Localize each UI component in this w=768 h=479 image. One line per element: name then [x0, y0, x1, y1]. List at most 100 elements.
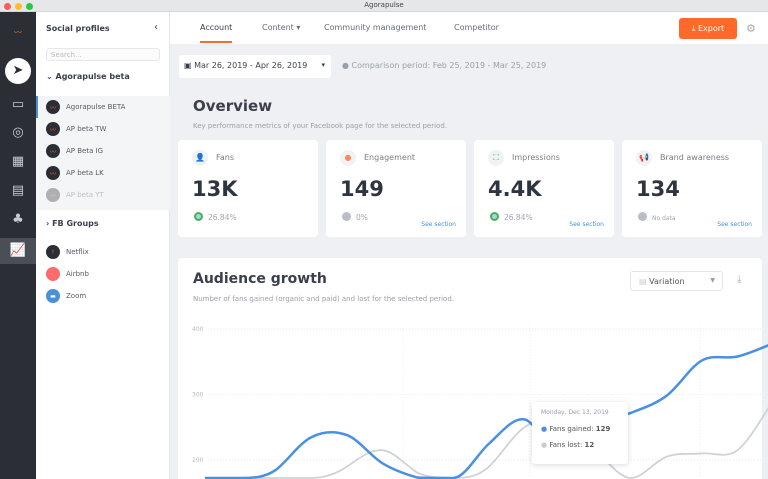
sidebar-title: Social profiles — [46, 24, 110, 33]
publish-icon[interactable]: ➤ — [5, 58, 31, 84]
window-title: Agorapulse — [364, 1, 404, 9]
profile-item[interactable]: 〰 AP Beta IG — [46, 142, 103, 160]
delta-value: No data — [652, 215, 676, 222]
collapse-sidebar-icon[interactable]: ‹ — [154, 22, 158, 33]
group-item-label: Netflix — [66, 248, 89, 256]
impressions-icon: ⛶ — [488, 150, 504, 166]
view-select[interactable]: ▤ Variation ▼ — [630, 271, 723, 291]
export-button[interactable]: ⤓ Export — [679, 18, 737, 39]
group-item[interactable]: ▬ Zoom — [46, 287, 86, 305]
gear-icon[interactable]: ⚙ — [746, 22, 756, 35]
chevron-down-icon: ▼ — [710, 277, 715, 284]
audience-growth-card — [178, 258, 762, 479]
avatar: 〰 — [46, 144, 60, 158]
calendar-icon: ▣ — [184, 61, 195, 70]
see-section-link[interactable]: See section — [569, 221, 604, 228]
tab-competitor[interactable]: Competitor — [454, 23, 499, 32]
profiles-sidebar: Social profiles ‹ Search... ⌄ Agorapulse… — [36, 12, 170, 479]
card-label: Brand awareness — [660, 153, 730, 162]
date-range-value: Mar 26, 2019 - Apr 26, 2019 — [194, 61, 308, 70]
tab-content[interactable]: Content ▾ — [262, 23, 301, 32]
fans-lost-line — [205, 407, 768, 479]
info-icon: ● — [342, 61, 352, 70]
tab-community-management[interactable]: Community management — [324, 23, 427, 32]
active-indicator — [36, 96, 38, 118]
export-label: Export — [697, 24, 725, 33]
profile-label: Agorapulse BETA — [66, 103, 126, 111]
y-tick-label: 400 — [192, 326, 204, 333]
group-fb-groups[interactable]: › FB Groups — [46, 219, 99, 228]
lost-value: 12 — [584, 441, 595, 449]
group-item[interactable]: Airbnb — [46, 265, 89, 283]
logo-icon: 〰 — [14, 28, 22, 37]
card-label: Impressions — [512, 153, 560, 162]
avatar: 〰 — [46, 122, 60, 136]
metric-card-engagement: ● Engagement 149 0% See section — [326, 140, 466, 237]
card-value: 149 — [340, 177, 384, 201]
download-icon[interactable]: ⤓ — [737, 274, 742, 285]
profile-item[interactable]: 〰 AP beta YT — [46, 186, 104, 204]
download-icon: ⤓ — [691, 24, 698, 33]
calendar-icon[interactable]: ▦ — [11, 154, 25, 169]
top-nav: Account Content ▾ Community management C… — [170, 12, 768, 44]
card-label: Engagement — [364, 153, 416, 162]
close-window-button[interactable] — [4, 3, 11, 10]
lost-label: Fans lost: — [549, 441, 583, 449]
fans-icon: 👤 — [192, 150, 208, 166]
card-delta: 0% — [342, 212, 368, 222]
minimize-window-button[interactable] — [15, 3, 22, 10]
group-agorapulse-beta[interactable]: ⌄ Agorapulse beta — [46, 72, 130, 81]
listening-icon[interactable]: ◎ — [12, 125, 24, 140]
see-section-link[interactable]: See section — [421, 221, 456, 228]
delta-value: 26.84% — [504, 213, 533, 222]
card-value: 4.4K — [488, 177, 542, 201]
title-bar: Agorapulse — [0, 0, 768, 12]
reports-icon[interactable]: 📈 — [0, 238, 36, 264]
metric-card-fans: 👤 Fans 13K 26.84% — [178, 140, 318, 237]
tooltip-lost: ● Fans lost: 12 — [541, 441, 595, 449]
card-delta: 26.84% — [490, 212, 533, 222]
avatar: 〰 — [46, 100, 60, 114]
tab-account[interactable]: Account — [200, 23, 233, 43]
megaphone-icon: 📢 — [636, 150, 652, 166]
profile-list: 〰 Agorapulse BETA 〰 AP beta TW 〰 AP Beta IG… — [36, 96, 170, 210]
metric-card-impressions: ⛶ Impressions 4.4K 26.84% See section — [474, 140, 614, 237]
gained-value: 129 — [595, 425, 611, 433]
engagement-icon: ● — [340, 150, 356, 166]
metric-card-brand-awareness: 📢 Brand awareness 134 No data See sectio… — [622, 140, 762, 237]
maximize-window-button[interactable] — [26, 3, 33, 10]
gained-label: Fans gained: — [549, 425, 594, 433]
profile-item[interactable]: 〰 AP beta TW — [46, 120, 106, 138]
schedule-icon[interactable]: ▤ — [11, 183, 25, 198]
card-label: Fans — [216, 153, 235, 162]
see-section-link[interactable]: See section — [717, 221, 752, 228]
chevron-down-icon: ▾ — [321, 61, 325, 69]
netflix-avatar: ! — [46, 245, 60, 259]
group-item[interactable]: ! Netflix — [46, 243, 89, 261]
icon-rail: 〰 ➤ ▭ ◎ ▦ ▤ ♣ 📈 — [0, 12, 36, 479]
profile-item[interactable]: 〰 Agorapulse BETA — [46, 98, 125, 116]
inbox-icon[interactable]: ▭ — [11, 97, 25, 112]
profile-label: AP beta YT — [66, 191, 104, 199]
info-icon — [638, 212, 647, 221]
profile-label: AP Beta IG — [66, 147, 104, 155]
trend-up-icon — [490, 212, 499, 221]
avatar: 〰 — [46, 166, 60, 180]
date-range-picker[interactable]: ▣ Mar 26, 2019 - Apr 26, 2019 ▾ — [179, 55, 331, 78]
comparison-text: Comparison period: Feb 25, 2019 - Mar 25… — [351, 61, 547, 70]
card-delta: 26.84% — [194, 212, 237, 222]
airbnb-avatar — [46, 267, 60, 281]
overview-title: Overview — [193, 97, 273, 115]
profile-item[interactable]: 〰 AP beta LK — [46, 164, 104, 182]
delta-value: 26.84% — [208, 213, 237, 222]
neutral-icon — [342, 212, 351, 221]
group-label: FB Groups — [52, 219, 99, 228]
view-select-value: Variation — [649, 277, 685, 286]
tooltip-date: Monday, Dec 13, 2019 — [541, 409, 609, 416]
card-value: 13K — [192, 177, 238, 201]
search-input[interactable]: Search... — [46, 48, 160, 61]
chart-tooltip: Monday, Dec 13, 2019 ● Fans gained: 129 … — [532, 402, 628, 464]
team-icon[interactable]: ♣ — [12, 212, 24, 227]
delta-value: 0% — [356, 213, 368, 222]
